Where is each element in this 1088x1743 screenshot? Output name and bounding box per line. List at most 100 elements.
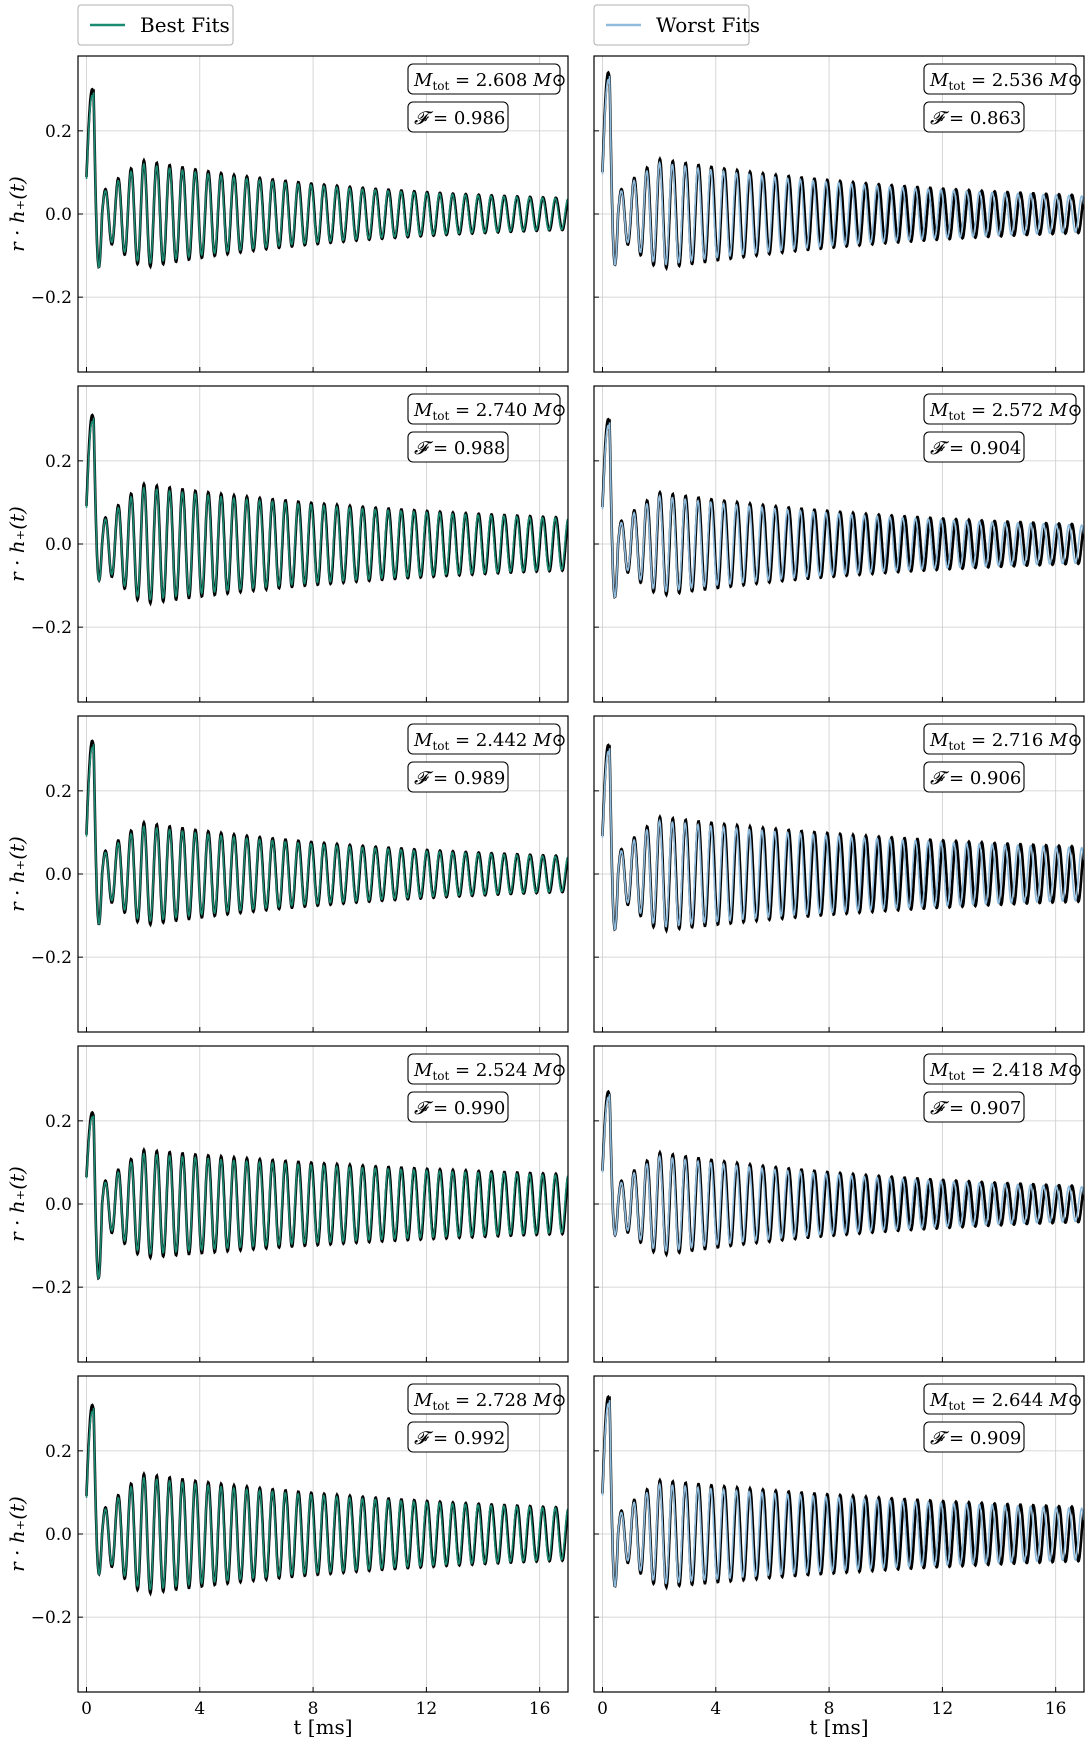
mass-value: = 2.644 (965, 1390, 1049, 1411)
legend-worst-fits: Worst Fits (593, 4, 760, 46)
y-axis-label: r · h₊(t) (5, 176, 29, 252)
fit-waveform-line (601, 422, 1084, 599)
fitness-value: = 0.909 (943, 1428, 1021, 1449)
x-axis-label: t [ms] (293, 1715, 352, 1739)
x-tick-label: 0 (81, 1699, 92, 1719)
mass-annotation: Mtot = 2.608 M⊙ (407, 63, 567, 95)
mass-value: = 2.524 (449, 1060, 533, 1081)
fitness-annotation-text: 𝓕 = 0.909 (930, 1428, 1021, 1449)
mass-annotation-text: Mtot = 2.418 M⊙ (929, 1060, 1083, 1083)
legend-area: Best Fits Worst Fits (77, 4, 760, 46)
y-axis-label: r · h₊(t) (5, 836, 29, 912)
fit-waveform-line (85, 92, 568, 269)
mass-value: = 2.728 (449, 1390, 533, 1411)
fitness-annotation: 𝓕 = 0.904 (923, 431, 1025, 463)
mass-subscript: tot (948, 409, 965, 423)
fitness-annotation-box (407, 101, 509, 133)
mass-annotation-box (407, 1053, 561, 1085)
mass-symbol: M (929, 730, 949, 751)
mass-value: = 2.740 (449, 400, 533, 421)
mass-annotation-box (407, 393, 561, 425)
mass-symbol: M (413, 400, 433, 421)
panel-r4-c1: Mtot = 2.644 M⊙ 𝓕 = 0.909 0 4 8 12 16 (593, 1375, 1085, 1719)
mass-unit: M⊙ (532, 1060, 567, 1081)
fitness-annotation-box (923, 1421, 1025, 1453)
mass-unit: M⊙ (1048, 1060, 1083, 1081)
fit-waveform-line (601, 1400, 1084, 1588)
mass-annotation-text: Mtot = 2.442 M⊙ (413, 730, 567, 753)
fitness-annotation-box (407, 761, 509, 793)
fitness-value: = 0.986 (427, 108, 505, 129)
mass-subscript: tot (432, 79, 449, 93)
panel-r4-c0: −0.2 0.0 0.2 Mtot = 2.728 M⊙ 𝓕 = 0.992 r · h₊… (5, 1375, 569, 1719)
mass-symbol: M (929, 70, 949, 91)
panel-r1-c0: −0.2 0.0 0.2 Mtot = 2.740 M⊙ 𝓕 = 0.988 r · h₊… (5, 385, 569, 703)
mass-unit: M⊙ (1048, 70, 1083, 91)
axis-labels: t [ms] t [ms] (293, 1715, 868, 1739)
y-tick-label: −0.2 (31, 618, 72, 638)
mass-annotation-box (923, 393, 1077, 425)
mass-unit: M⊙ (532, 1390, 567, 1411)
x-tick-label: 8 (308, 1699, 319, 1719)
fitness-annotation-text: 𝓕 = 0.904 (930, 438, 1021, 459)
y-tick-label: 0.2 (45, 122, 72, 142)
fitness-annotation: 𝓕 = 0.988 (407, 431, 509, 463)
panel-r2-c1: Mtot = 2.716 M⊙ 𝓕 = 0.906 (593, 715, 1085, 1033)
panel-r1-c1: Mtot = 2.572 M⊙ 𝓕 = 0.904 (593, 385, 1085, 703)
mass-value: = 2.418 (965, 1060, 1049, 1081)
mass-symbol: M (413, 1390, 433, 1411)
fitness-value: = 0.989 (427, 768, 505, 789)
mass-annotation-box (407, 1383, 561, 1415)
mass-annotation-text: Mtot = 2.572 M⊙ (929, 400, 1083, 423)
fitness-annotation-box (923, 101, 1025, 133)
mass-value: = 2.442 (449, 730, 533, 751)
y-tick-label: 0.0 (45, 205, 72, 225)
y-axis-label: r · h₊(t) (5, 506, 29, 582)
fitness-value: = 0.988 (427, 438, 505, 459)
legend-label: Worst Fits (656, 13, 760, 37)
fitness-annotation-text: 𝓕 = 0.989 (414, 768, 505, 789)
panel-r0-c0: −0.2 0.0 0.2 Mtot = 2.608 M⊙ 𝓕 = 0.986 r · h₊… (5, 55, 569, 373)
mass-symbol: M (929, 1060, 949, 1081)
mass-symbol: M (929, 400, 949, 421)
mass-annotation-text: Mtot = 2.644 M⊙ (929, 1390, 1083, 1413)
mass-symbol: M (413, 730, 433, 751)
fitness-annotation-box (407, 1091, 509, 1123)
mass-annotation-text: Mtot = 2.728 M⊙ (413, 1390, 567, 1413)
mass-unit: M⊙ (1048, 400, 1083, 421)
mass-unit: M⊙ (532, 400, 567, 421)
panel-r3-c1: Mtot = 2.418 M⊙ 𝓕 = 0.907 (593, 1045, 1085, 1363)
fitness-annotation: 𝓕 = 0.992 (407, 1421, 509, 1453)
panel-r0-c1: Mtot = 2.536 M⊙ 𝓕 = 0.863 (593, 55, 1085, 373)
mass-annotation-text: Mtot = 2.608 M⊙ (413, 70, 567, 93)
x-axis-label: t [ms] (809, 1715, 868, 1739)
panels-grid: −0.2 0.0 0.2 Mtot = 2.608 M⊙ 𝓕 = 0.986 r · h₊… (5, 55, 1085, 1719)
fitness-annotation-text: 𝓕 = 0.988 (414, 438, 505, 459)
mass-annotation-box (923, 1383, 1077, 1415)
x-tick-label: 16 (529, 1699, 551, 1719)
mass-symbol: M (413, 70, 433, 91)
mass-unit: M⊙ (532, 730, 567, 751)
fitness-annotation-text: 𝓕 = 0.990 (414, 1098, 505, 1119)
fitness-annotation: 𝓕 = 0.990 (407, 1091, 509, 1123)
mass-annotation-box (923, 1053, 1077, 1085)
fit-waveform-line (85, 417, 568, 601)
x-tick-label: 12 (416, 1699, 438, 1719)
fit-waveform-line (85, 744, 568, 925)
fitness-annotation-text: 𝓕 = 0.992 (414, 1428, 505, 1449)
y-tick-label: 0.2 (45, 1112, 72, 1132)
fitness-annotation: 𝓕 = 0.906 (923, 761, 1025, 793)
fitness-annotation-box (923, 431, 1025, 463)
fitness-value: = 0.990 (427, 1098, 505, 1119)
mass-symbol: M (413, 1060, 433, 1081)
x-tick-label: 4 (194, 1699, 205, 1719)
fit-waveform-line (85, 1115, 568, 1280)
mass-annotation: Mtot = 2.442 M⊙ (407, 723, 567, 755)
fitness-value: = 0.907 (943, 1098, 1021, 1119)
mass-subscript: tot (948, 79, 965, 93)
mass-annotation-box (923, 63, 1077, 95)
mass-unit: M⊙ (532, 70, 567, 91)
y-tick-label: −0.2 (31, 948, 72, 968)
mass-subscript: tot (948, 739, 965, 753)
